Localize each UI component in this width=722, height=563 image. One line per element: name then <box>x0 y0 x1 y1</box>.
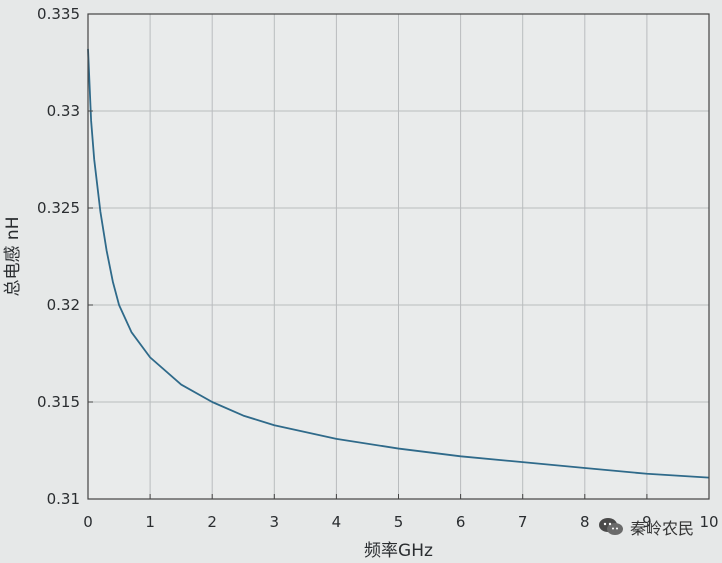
x-tick-label: 3 <box>270 513 280 531</box>
y-tick-label: 0.31 <box>47 490 80 508</box>
x-tick-label: 0 <box>83 513 93 531</box>
x-tick-label: 1 <box>145 513 155 531</box>
y-tick-label: 0.33 <box>47 102 80 120</box>
watermark-text: 秦岭农民 <box>629 519 694 538</box>
x-tick-label: 10 <box>699 513 718 531</box>
x-tick-label: 5 <box>394 513 404 531</box>
x-tick-label: 4 <box>332 513 342 531</box>
y-axis-label: 总电感 nH <box>3 217 23 297</box>
x-tick-label: 9 <box>642 513 652 531</box>
series-layer <box>87 48 710 479</box>
y-tick-label: 0.325 <box>37 199 80 217</box>
x-tick-label: 8 <box>580 513 590 531</box>
y-tick-label: 0.32 <box>47 296 80 314</box>
x-axis: 0 1 2 3 4 5 6 7 8 9 10 <box>83 494 719 531</box>
y-axis: 0.31 0.315 0.32 0.325 0.33 0.335 <box>37 5 93 508</box>
watermark: 秦岭农民 <box>598 515 694 539</box>
series-line <box>87 48 710 479</box>
x-tick-label: 6 <box>456 513 466 531</box>
x-tick-label: 2 <box>207 513 217 531</box>
y-tick-label: 0.335 <box>37 5 80 23</box>
x-axis-label: 频率GHz <box>364 541 433 561</box>
y-tick-label: 0.315 <box>37 393 80 411</box>
x-tick-label: 7 <box>518 513 528 531</box>
wechat-icon <box>598 518 623 535</box>
